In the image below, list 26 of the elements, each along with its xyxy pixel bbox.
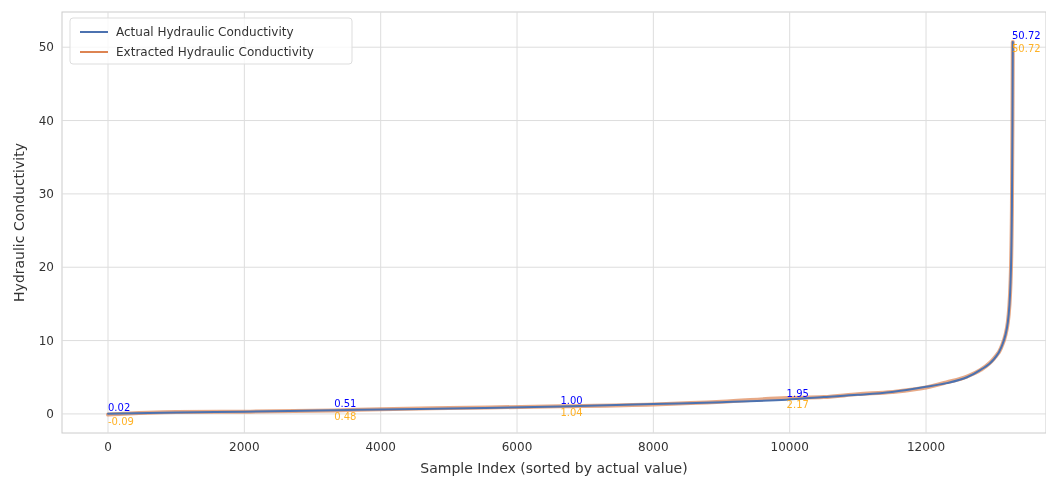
annotation: 2.17 [786, 399, 809, 411]
legend-label: Actual Hydraulic Conductivity [116, 25, 294, 39]
x-tick-label: 6000 [501, 440, 533, 454]
annotation: 50.72 [1012, 29, 1041, 41]
x-tick-label: 12000 [906, 440, 946, 454]
y-tick-label: 30 [38, 186, 54, 201]
y-tick-label: 20 [38, 260, 54, 275]
y-tick-label: 0 [46, 406, 54, 421]
annotation: 0.48 [334, 411, 357, 423]
annotation: 0.51 [334, 398, 357, 410]
x-tick-label: 0 [104, 440, 112, 454]
y-tick-label: 50 [38, 40, 54, 55]
annotation: 1.00 [560, 394, 583, 406]
annotation: 1.04 [560, 407, 583, 419]
legend-label: Extracted Hydraulic Conductivity [116, 45, 314, 59]
y-axis-title: Hydraulic Conductivity [11, 143, 27, 302]
x-tick-label: 2000 [229, 440, 260, 454]
annotation: -0.09 [108, 415, 134, 427]
y-tick-label: 40 [38, 113, 54, 128]
x-tick-label: 4000 [365, 440, 396, 454]
annotation: 1.95 [786, 387, 809, 399]
annotation: 0.02 [108, 401, 131, 413]
x-tick-label: 8000 [638, 440, 669, 454]
x-tick-label: 10000 [770, 440, 809, 454]
y-tick-label: 10 [38, 333, 54, 348]
x-axis-title: Sample Index (sorted by actual value) [420, 460, 688, 476]
